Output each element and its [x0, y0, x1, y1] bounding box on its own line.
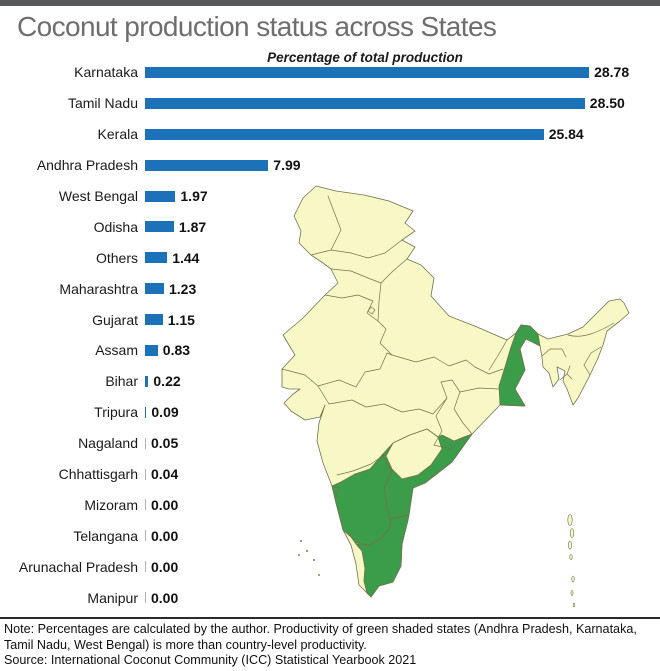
state-label: Odisha [93, 218, 138, 235]
bar-chart: Karnataka 28.78 Tamil Nadu 28.50 Kerala 25.84… [0, 57, 660, 613]
bar-row: Manipur 0.00 [0, 582, 660, 613]
state-label: West Bengal [58, 188, 138, 204]
bar-value: 1.15 [167, 311, 195, 328]
state-label: Assam [95, 342, 138, 359]
bar-value: 0.00 [151, 589, 179, 606]
bar-value: 0.83 [162, 342, 191, 359]
bar-row: Tripura 0.09 [0, 397, 660, 428]
state-label: Bihar [105, 373, 138, 390]
bar [145, 561, 146, 573]
state-telangana [385, 428, 443, 480]
state-label: Karnataka [74, 64, 138, 81]
state-label: Manipur [87, 589, 138, 606]
bar-row: Andhra Pradesh 7.99 [0, 150, 660, 181]
bar-value: 0.05 [151, 435, 179, 452]
bar-row: Others 1.44 [0, 242, 660, 273]
bar-row: Kerala 25.84 [0, 119, 660, 150]
bar [145, 128, 544, 140]
state-boundaries [281, 195, 615, 594]
bar-value: 28.78 [594, 64, 630, 81]
bar-row: Nagaland 0.05 [0, 428, 660, 459]
bar-row: Karnataka 28.78 [0, 57, 660, 88]
footer-source: Source: International Coconut Community … [4, 653, 417, 668]
lakshadweep-islands [297, 539, 320, 576]
bar-value: 0.22 [153, 373, 181, 390]
state-west-bengal [498, 324, 541, 407]
india-map [281, 185, 630, 608]
bar-value: 0.04 [151, 466, 179, 483]
bar-row: Arunachal Pradesh 0.00 [0, 551, 660, 582]
bar-row: Tamil Nadu 28.50 [0, 88, 660, 119]
bar-row: Maharashtra 1.23 [0, 273, 660, 304]
bar-value: 25.84 [548, 126, 584, 143]
state-label: Arunachal Pradesh [18, 558, 138, 575]
bar-row: Chhattisgarh 0.04 [0, 459, 660, 490]
state-label: Tripura [94, 404, 138, 421]
state-label: Nagaland [78, 435, 138, 452]
chart-subtitle: Percentage of total production [267, 50, 463, 65]
bar [145, 159, 269, 171]
bar [145, 499, 146, 511]
bar-value: 1.23 [169, 280, 197, 297]
bar-value: 1.44 [172, 249, 200, 266]
bar [145, 283, 164, 295]
footer-note: Note: Percentages are calculated by the … [4, 622, 637, 652]
top-accent-bar [0, 0, 660, 6]
page-title: Coconut production status across States [17, 11, 497, 42]
state-label: Mizoram [84, 496, 138, 513]
state-label: Tamil Nadu [67, 95, 138, 112]
bar-row: West Bengal 1.97 [0, 181, 660, 212]
bar-row: Bihar 0.22 [0, 366, 660, 397]
bar-value: 1.97 [180, 188, 208, 204]
bar-value: 7.99 [273, 157, 301, 174]
bar [145, 530, 146, 542]
bar-value: 0.09 [151, 404, 179, 421]
bar [145, 66, 590, 78]
andaman-nicobar-islands [567, 514, 576, 608]
bar [145, 406, 147, 418]
state-label: Andhra Pradesh [36, 157, 138, 174]
bar-row: Telangana 0.00 [0, 520, 660, 551]
bar [145, 252, 168, 264]
state-label: Gujarat [92, 311, 138, 328]
bar-value: 28.50 [589, 95, 625, 112]
state-label: Telangana [73, 527, 138, 544]
bar-row: Assam 0.83 [0, 335, 660, 366]
bar [145, 221, 174, 233]
state-label: Maharashtra [59, 280, 138, 297]
india-outline [281, 185, 630, 598]
bar-value: 0.00 [151, 496, 179, 513]
bar-value: 1.87 [178, 218, 207, 235]
bar-row: Mizoram 0.00 [0, 489, 660, 520]
bar [145, 437, 146, 449]
bar-row: Odisha 1.87 [0, 211, 660, 242]
state-label: Others [95, 249, 138, 266]
bar [145, 375, 149, 387]
bar-value: 0.00 [151, 527, 179, 544]
bar [145, 314, 163, 326]
bar [145, 344, 158, 356]
footer: Note: Percentages are calculated by the … [4, 622, 656, 669]
state-label: Chhattisgarh [58, 466, 138, 483]
bar [145, 468, 146, 480]
bar [145, 190, 176, 202]
state-label: Kerala [97, 126, 138, 143]
bar-row: Gujarat 1.15 [0, 304, 660, 335]
footer-divider [0, 617, 660, 619]
bar [145, 592, 146, 604]
bar-value: 0.00 [151, 558, 179, 575]
bar [145, 97, 585, 109]
